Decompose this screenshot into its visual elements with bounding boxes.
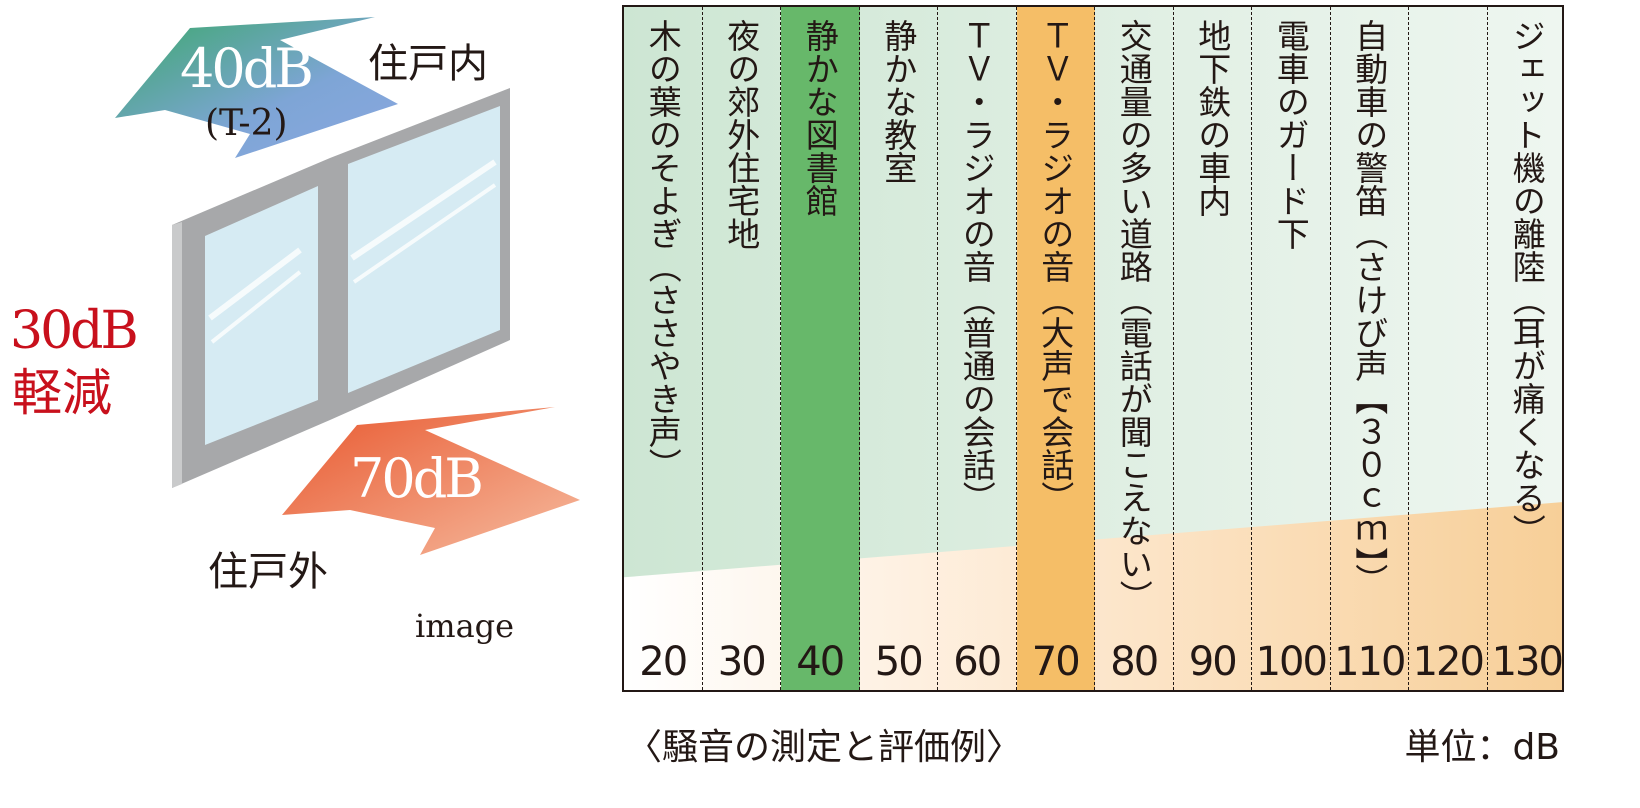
- window-icon: [172, 88, 510, 488]
- noise-example-label: ＴＶ・ラジオの音（普通の会話）: [957, 19, 997, 514]
- unit-label: 単位：dB: [1404, 727, 1560, 768]
- noise-example-label: 自動車の警笛（さけび声【３０ｃｍ】）: [1349, 19, 1389, 597]
- outdoor-label: 住戸外: [208, 549, 328, 595]
- scale-column: ジェット機の離陸（耳が痛くなる） 130: [1488, 7, 1562, 690]
- noise-example-label: 木の葉のそよぎ（ささやき声）: [643, 19, 683, 481]
- indoor-level: 40dB: [180, 37, 314, 100]
- db-value: 110: [1334, 639, 1406, 685]
- outdoor-level: 70dB: [350, 447, 484, 510]
- scale-column: 120: [1409, 7, 1488, 690]
- db-value: 20: [639, 639, 688, 685]
- scale-column: 夜の郊外住宅地 30: [703, 7, 781, 690]
- noise-example-label: 静かな図書館: [800, 19, 840, 217]
- window-illustration: 40dB (T-2) 住戸内 70dB 住戸外 30dB 軽減 image: [0, 0, 600, 700]
- scale-column: 木の葉のそよぎ（ささやき声） 20: [624, 7, 703, 690]
- scale-column: 自動車の警笛（さけび声【３０ｃｍ】） 110: [1331, 7, 1409, 690]
- scale-column: 交通量の多い道路（電話が聞こえない） 80: [1095, 7, 1174, 690]
- noise-example-label: 静かな教室: [878, 19, 918, 184]
- db-value: 50: [874, 639, 924, 685]
- db-value: 70: [1031, 639, 1081, 685]
- window-diagram: [115, 17, 580, 555]
- db-value: 100: [1255, 639, 1328, 685]
- db-value: 60: [953, 639, 1002, 685]
- reduction-label: 軽減: [12, 364, 112, 422]
- scale-column: 地下鉄の車内 90: [1174, 7, 1252, 690]
- db-value: 40: [796, 639, 845, 685]
- indoor-rating: (T-2): [205, 103, 288, 144]
- outdoor-arrow: [282, 407, 580, 555]
- noise-level-scale: 木の葉のそよぎ（ささやき声） 20 夜の郊外住宅地 30 静かな図書館 40 静かな教室 50…: [622, 5, 1564, 692]
- noise-example-label: ジェット機の離陸（耳が痛くなる）: [1507, 19, 1547, 547]
- db-value: 90: [1188, 639, 1238, 685]
- noise-example-label: ＴＶ・ラジオの音（大声で会話）: [1035, 19, 1075, 514]
- noise-example-label: 交通量の多い道路（電話が聞こえない）: [1114, 19, 1154, 613]
- noise-example-label: 夜の郊外住宅地: [721, 19, 761, 250]
- scale-column: 静かな図書館 40: [781, 7, 860, 690]
- scale-column: ＴＶ・ラジオの音（大声で会話） 70: [1016, 7, 1095, 690]
- indoor-label: 住戸内: [368, 41, 488, 87]
- scale-column: ＴＶ・ラジオの音（普通の会話） 60: [938, 7, 1017, 690]
- scale-column: 静かな教室 50: [860, 7, 938, 690]
- db-value: 130: [1491, 639, 1562, 685]
- db-value: 80: [1110, 639, 1159, 685]
- indoor-arrow: [115, 17, 398, 158]
- reduction-value: 30dB: [10, 301, 139, 361]
- noise-example-label: 電車のガード下: [1271, 19, 1311, 250]
- noise-example-label: 地下鉄の車内: [1192, 19, 1232, 217]
- scale-caption: 〈騒音の測定と評価例〉: [626, 727, 1023, 768]
- db-value: 120: [1412, 639, 1485, 685]
- scale-column: 電車のガード下 100: [1252, 7, 1331, 690]
- db-value: 30: [717, 639, 767, 685]
- image-note: image: [415, 607, 515, 645]
